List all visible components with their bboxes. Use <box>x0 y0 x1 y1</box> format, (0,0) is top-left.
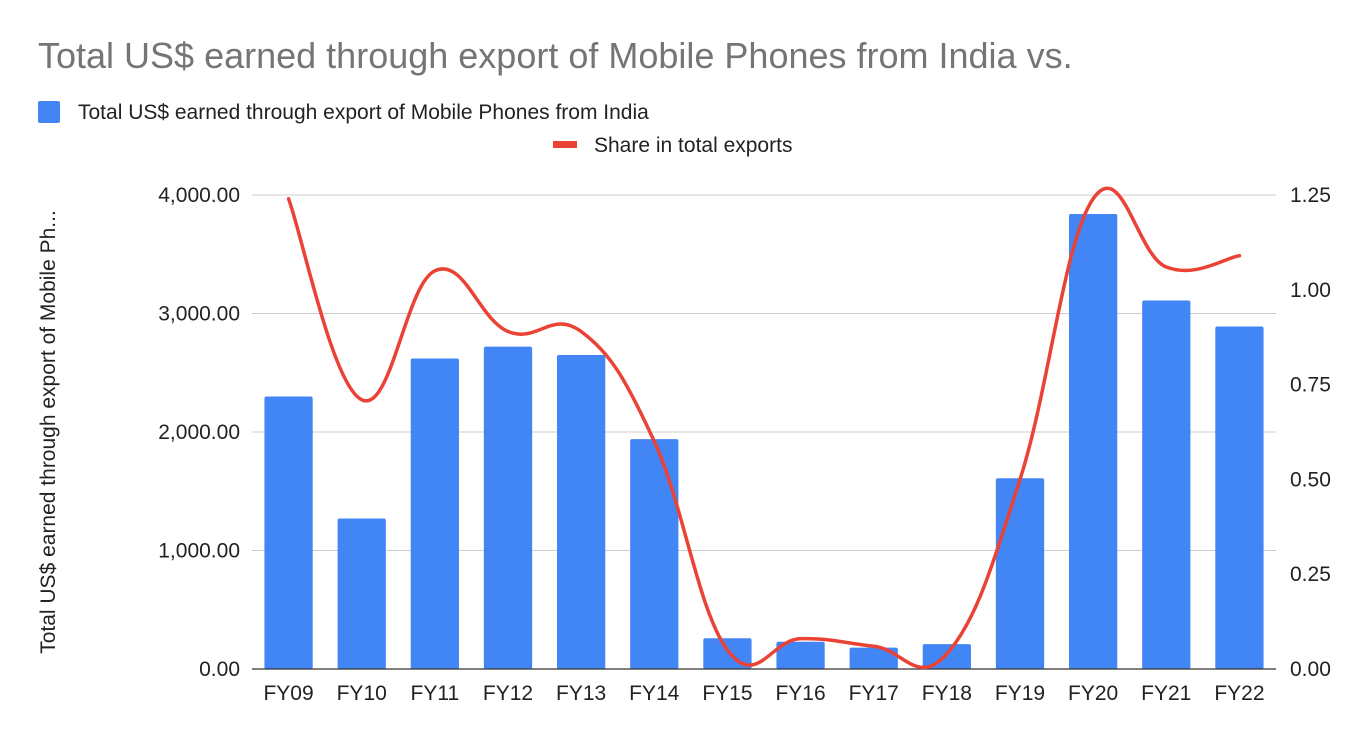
chart-title: Total US$ earned through export of Mobil… <box>38 35 1073 76</box>
legend-item-bars[interactable]: Total US$ earned through export of Mobil… <box>38 101 649 124</box>
bar-fy21[interactable] <box>1142 300 1191 669</box>
right-tick-label: 1.00 <box>1290 279 1331 302</box>
x-tick-label: FY17 <box>849 682 899 705</box>
share-line[interactable] <box>286 186 1242 670</box>
gridlines <box>252 194 1276 551</box>
x-tick-label: FY14 <box>629 682 680 705</box>
left-tick-label: 4,000.00 <box>158 184 240 207</box>
line-series <box>286 186 1242 670</box>
legend-item-line[interactable]: Share in total exports <box>553 134 792 157</box>
right-tick-label: 1.25 <box>1290 184 1331 207</box>
bar-fy13[interactable] <box>557 354 606 669</box>
x-tick-label: FY22 <box>1214 682 1264 705</box>
right-tick-label: 0.75 <box>1290 374 1331 397</box>
bar-fy11[interactable] <box>410 358 459 669</box>
legend-label-bars: Total US$ earned through export of Mobil… <box>78 101 649 124</box>
left-tick-label: 1,000.00 <box>158 540 240 563</box>
bar-fy19[interactable] <box>995 478 1045 669</box>
right-axis-ticks: 0.00 0.25 0.50 0.75 1.00 1.25 <box>1290 184 1331 681</box>
x-tick-label: FY16 <box>775 682 825 705</box>
bar-fy12[interactable] <box>483 346 533 669</box>
x-tick-label: FY21 <box>1141 682 1191 705</box>
legend-swatch-bars <box>38 101 60 123</box>
y-axis-label: Total US$ earned through export of Mobil… <box>37 210 60 654</box>
bar-fy10[interactable] <box>337 518 386 669</box>
bar-fy20[interactable] <box>1069 213 1118 669</box>
x-tick-label: FY15 <box>702 682 752 705</box>
legend-label-line: Share in total exports <box>594 134 792 157</box>
x-tick-label: FY09 <box>263 682 313 705</box>
left-axis-ticks: 0.00 1,000.00 2,000.00 3,000.00 4,000.00 <box>158 184 240 681</box>
x-axis-ticks: FY09 FY10 FY11 FY12 FY13 FY14 FY15 FY16 FY17 FY18… <box>263 682 1264 705</box>
x-tick-label: FY10 <box>337 682 387 705</box>
legend-swatch-line <box>553 141 577 148</box>
left-tick-label: 2,000.00 <box>158 421 240 444</box>
bar-fy22[interactable] <box>1215 326 1264 669</box>
bar-fy17[interactable] <box>849 647 898 669</box>
legend: Total US$ earned through export of Mobil… <box>38 101 792 157</box>
x-tick-label: FY20 <box>1068 682 1118 705</box>
right-tick-label: 0.50 <box>1290 468 1331 491</box>
right-tick-label: 0.25 <box>1290 563 1331 586</box>
x-tick-label: FY12 <box>483 682 533 705</box>
right-tick-label: 0.00 <box>1290 658 1331 681</box>
left-tick-label: 3,000.00 <box>158 303 240 326</box>
bar-fy09[interactable] <box>264 396 313 669</box>
x-tick-label: FY13 <box>556 682 606 705</box>
x-tick-label: FY18 <box>922 682 972 705</box>
bar-fy16[interactable] <box>776 641 825 669</box>
bar-series <box>264 213 1264 669</box>
bar-fy14[interactable] <box>630 439 679 669</box>
x-tick-label: FY19 <box>995 682 1045 705</box>
x-tick-label: FY11 <box>411 682 460 705</box>
left-tick-label: 0.00 <box>199 658 240 681</box>
